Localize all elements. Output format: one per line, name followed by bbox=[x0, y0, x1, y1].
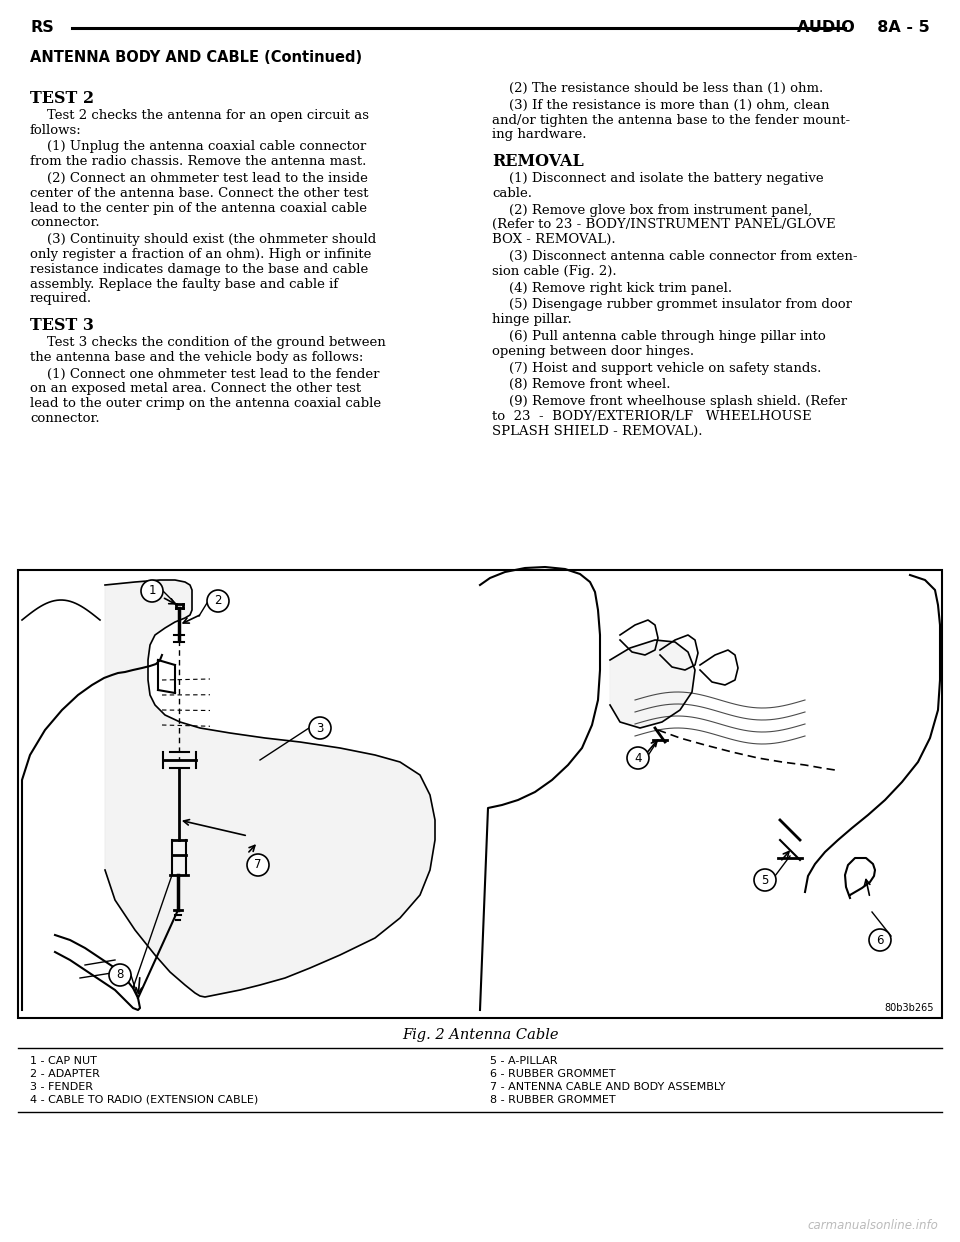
Polygon shape bbox=[610, 640, 695, 728]
Text: 8: 8 bbox=[116, 969, 124, 981]
Text: on an exposed metal area. Connect the other test: on an exposed metal area. Connect the ot… bbox=[30, 383, 361, 395]
Text: lead to the outer crimp on the antenna coaxial cable: lead to the outer crimp on the antenna c… bbox=[30, 397, 381, 410]
Text: sion cable (Fig. 2).: sion cable (Fig. 2). bbox=[492, 265, 616, 278]
Text: 4 - CABLE TO RADIO (EXTENSION CABLE): 4 - CABLE TO RADIO (EXTENSION CABLE) bbox=[30, 1095, 258, 1105]
Text: lead to the center pin of the antenna coaxial cable: lead to the center pin of the antenna co… bbox=[30, 201, 367, 215]
Text: Fig. 2 Antenna Cable: Fig. 2 Antenna Cable bbox=[401, 1028, 559, 1042]
Text: 3 - FENDER: 3 - FENDER bbox=[30, 1082, 93, 1092]
Text: (5) Disengage rubber grommet insulator from door: (5) Disengage rubber grommet insulator f… bbox=[492, 298, 852, 312]
Text: (6) Pull antenna cable through hinge pillar into: (6) Pull antenna cable through hinge pil… bbox=[492, 330, 826, 343]
Text: center of the antenna base. Connect the other test: center of the antenna base. Connect the … bbox=[30, 186, 369, 200]
Text: 7 - ANTENNA CABLE AND BODY ASSEMBLY: 7 - ANTENNA CABLE AND BODY ASSEMBLY bbox=[490, 1082, 726, 1092]
Text: (7) Hoist and support vehicle on safety stands.: (7) Hoist and support vehicle on safety … bbox=[492, 361, 822, 375]
Text: connector.: connector. bbox=[30, 412, 100, 425]
Text: only register a fraction of an ohm). High or infinite: only register a fraction of an ohm). Hig… bbox=[30, 248, 372, 261]
Text: AUDIO    8A - 5: AUDIO 8A - 5 bbox=[797, 21, 930, 36]
Circle shape bbox=[141, 580, 163, 602]
Text: 5: 5 bbox=[761, 873, 769, 887]
Text: 80b3b265: 80b3b265 bbox=[884, 1004, 934, 1013]
Text: 5 - A-PILLAR: 5 - A-PILLAR bbox=[490, 1056, 558, 1066]
Text: 6 - RUBBER GROMMET: 6 - RUBBER GROMMET bbox=[490, 1069, 615, 1079]
Text: 1: 1 bbox=[148, 585, 156, 597]
Text: Test 3 checks the condition of the ground between: Test 3 checks the condition of the groun… bbox=[30, 337, 386, 349]
Text: REMOVAL: REMOVAL bbox=[492, 153, 584, 170]
Text: (3) If the resistance is more than (1) ohm, clean: (3) If the resistance is more than (1) o… bbox=[492, 99, 829, 112]
Text: SPLASH SHIELD - REMOVAL).: SPLASH SHIELD - REMOVAL). bbox=[492, 425, 703, 437]
Circle shape bbox=[754, 869, 776, 891]
Text: 6: 6 bbox=[876, 934, 884, 946]
Text: opening between door hinges.: opening between door hinges. bbox=[492, 345, 694, 358]
Text: TEST 2: TEST 2 bbox=[30, 89, 94, 107]
Circle shape bbox=[869, 929, 891, 951]
Text: cable.: cable. bbox=[492, 186, 532, 200]
Circle shape bbox=[627, 746, 649, 769]
Text: hinge pillar.: hinge pillar. bbox=[492, 313, 572, 327]
Text: (1) Disconnect and isolate the battery negative: (1) Disconnect and isolate the battery n… bbox=[492, 171, 824, 185]
Text: Test 2 checks the antenna for an open circuit as: Test 2 checks the antenna for an open ci… bbox=[30, 109, 369, 122]
Text: 7: 7 bbox=[254, 858, 262, 872]
Text: 8 - RUBBER GROMMET: 8 - RUBBER GROMMET bbox=[490, 1095, 615, 1105]
Text: (1) Unplug the antenna coaxial cable connector: (1) Unplug the antenna coaxial cable con… bbox=[30, 140, 367, 154]
Text: (2) Connect an ohmmeter test lead to the inside: (2) Connect an ohmmeter test lead to the… bbox=[30, 171, 368, 185]
Text: (3) Continuity should exist (the ohmmeter should: (3) Continuity should exist (the ohmmete… bbox=[30, 233, 376, 246]
Circle shape bbox=[207, 590, 229, 612]
Text: follows:: follows: bbox=[30, 124, 82, 137]
Text: connector.: connector. bbox=[30, 216, 100, 230]
Text: TEST 3: TEST 3 bbox=[30, 317, 94, 334]
Circle shape bbox=[309, 717, 331, 739]
Text: (3) Disconnect antenna cable connector from exten-: (3) Disconnect antenna cable connector f… bbox=[492, 250, 857, 263]
Text: 4: 4 bbox=[635, 751, 641, 765]
Text: 2: 2 bbox=[214, 595, 222, 607]
Text: (1) Connect one ohmmeter test lead to the fender: (1) Connect one ohmmeter test lead to th… bbox=[30, 368, 379, 380]
Text: 1 - CAP NUT: 1 - CAP NUT bbox=[30, 1056, 97, 1066]
Polygon shape bbox=[105, 580, 435, 997]
Text: and/or tighten the antenna base to the fender mount-: and/or tighten the antenna base to the f… bbox=[492, 113, 851, 127]
Text: carmanualsonline.info: carmanualsonline.info bbox=[807, 1218, 938, 1232]
Text: (2) Remove glove box from instrument panel,: (2) Remove glove box from instrument pan… bbox=[492, 204, 812, 216]
Text: (Refer to 23 - BODY/INSTRUMENT PANEL/GLOVE: (Refer to 23 - BODY/INSTRUMENT PANEL/GLO… bbox=[492, 219, 835, 231]
Text: (8) Remove front wheel.: (8) Remove front wheel. bbox=[492, 379, 670, 391]
Text: the antenna base and the vehicle body as follows:: the antenna base and the vehicle body as… bbox=[30, 350, 364, 364]
Text: resistance indicates damage to the base and cable: resistance indicates damage to the base … bbox=[30, 263, 369, 276]
Text: 2 - ADAPTER: 2 - ADAPTER bbox=[30, 1069, 100, 1079]
Circle shape bbox=[247, 854, 269, 876]
Text: (9) Remove front wheelhouse splash shield. (Refer: (9) Remove front wheelhouse splash shiel… bbox=[492, 395, 847, 409]
Text: 3: 3 bbox=[316, 722, 324, 734]
Text: ing hardware.: ing hardware. bbox=[492, 128, 587, 142]
Bar bbox=[18, 570, 942, 1018]
Text: (4) Remove right kick trim panel.: (4) Remove right kick trim panel. bbox=[492, 282, 732, 294]
Circle shape bbox=[109, 964, 131, 986]
Text: from the radio chassis. Remove the antenna mast.: from the radio chassis. Remove the anten… bbox=[30, 155, 367, 168]
Text: required.: required. bbox=[30, 292, 92, 306]
Text: to  23  -  BODY/EXTERIOR/LF   WHEELHOUSE: to 23 - BODY/EXTERIOR/LF WHEELHOUSE bbox=[492, 410, 811, 424]
Text: RS: RS bbox=[30, 21, 54, 36]
Text: (2) The resistance should be less than (1) ohm.: (2) The resistance should be less than (… bbox=[492, 82, 824, 94]
Text: assembly. Replace the faulty base and cable if: assembly. Replace the faulty base and ca… bbox=[30, 278, 338, 291]
Text: ANTENNA BODY AND CABLE (Continued): ANTENNA BODY AND CABLE (Continued) bbox=[30, 51, 362, 66]
Text: BOX - REMOVAL).: BOX - REMOVAL). bbox=[492, 233, 615, 246]
